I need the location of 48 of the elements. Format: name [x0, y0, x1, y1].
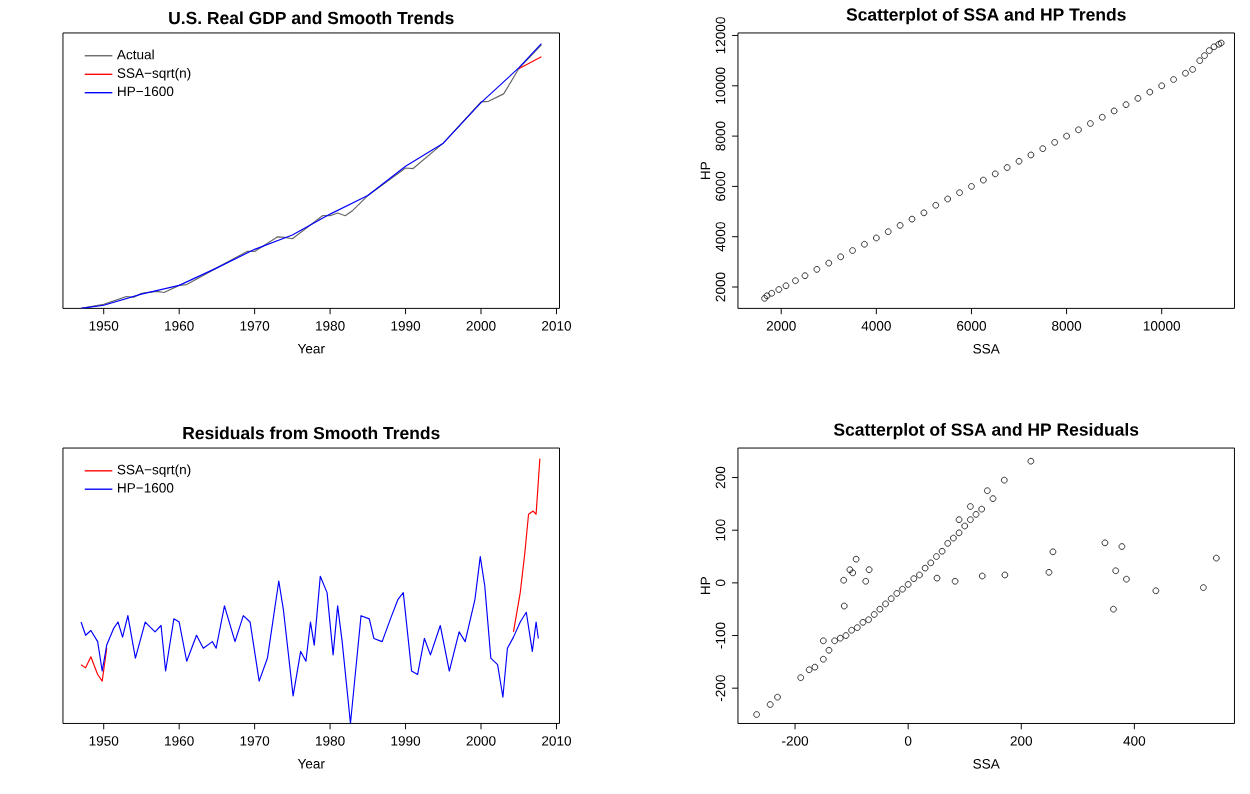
point [991, 170, 999, 178]
chart-title: Residuals from Smooth Trends [183, 426, 440, 440]
point [944, 196, 951, 203]
point [761, 295, 768, 302]
point [896, 222, 904, 230]
point [1098, 114, 1106, 121]
point [1075, 126, 1082, 134]
point [813, 266, 821, 274]
chart-title: U.S. Real GDP and Smooth Trends [169, 11, 454, 25]
point [775, 286, 783, 294]
point [873, 235, 880, 242]
point [908, 216, 916, 223]
point [1189, 66, 1196, 74]
point [1051, 139, 1058, 147]
point [801, 272, 809, 280]
point [1210, 43, 1218, 51]
point [1205, 47, 1213, 55]
point [884, 228, 892, 236]
point [861, 241, 868, 248]
point [849, 247, 856, 255]
point [968, 183, 975, 191]
point [1110, 107, 1118, 115]
point [1146, 89, 1154, 96]
point [1003, 164, 1011, 172]
point [792, 277, 799, 285]
point [956, 189, 963, 197]
point [1201, 52, 1208, 60]
point [1182, 70, 1189, 77]
chart-title: Scatterplot of SSA and HP Residuals [833, 423, 1139, 440]
chart-title: Scatterplot of SSA and HP Trends [846, 8, 1126, 25]
point [980, 177, 987, 184]
point [1196, 57, 1204, 65]
point [1063, 133, 1070, 140]
point [837, 253, 844, 261]
point [920, 209, 928, 217]
point [1027, 152, 1035, 159]
point [1134, 95, 1142, 103]
point [763, 292, 771, 300]
point [932, 202, 940, 209]
point [1122, 101, 1130, 109]
point [768, 290, 776, 297]
point [1015, 158, 1023, 165]
point [1087, 120, 1094, 128]
point [1158, 82, 1166, 90]
point [1039, 145, 1047, 153]
point [825, 260, 833, 267]
point [1170, 76, 1177, 84]
point [782, 282, 790, 290]
